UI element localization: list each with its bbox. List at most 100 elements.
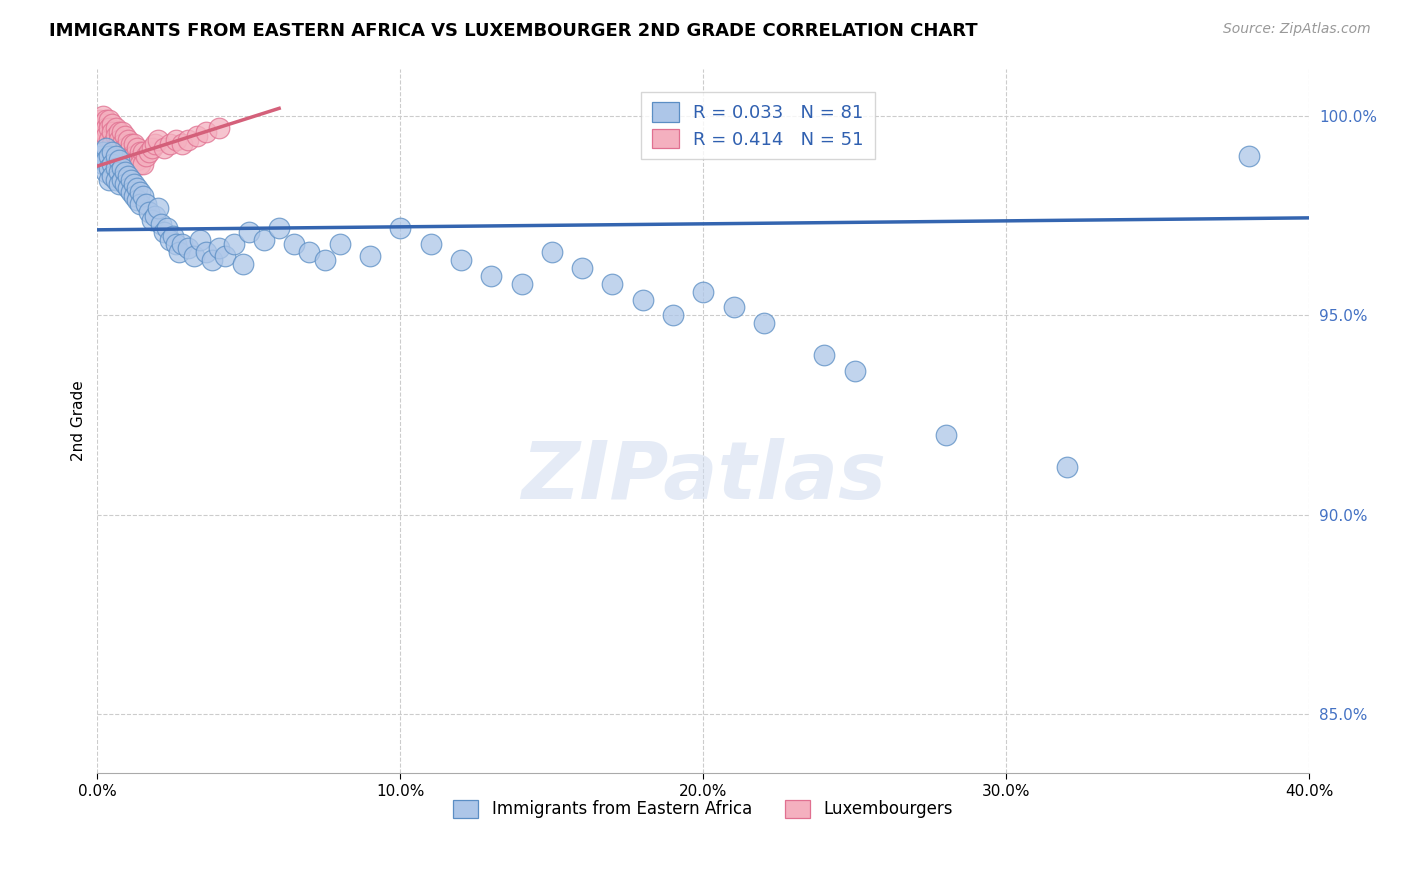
Point [723,301,745,315]
Y-axis label: 2nd Grade: 2nd Grade [72,381,86,461]
Point [138,145,160,160]
Point [101,137,124,152]
Point [359,249,381,263]
Text: Source: ZipAtlas.com: Source: ZipAtlas.com [1223,22,1371,37]
Point [207,241,229,255]
Point [104,141,127,155]
Point [128,197,150,211]
Point [93,109,115,123]
Point [120,185,142,199]
Point [253,233,276,247]
Point [101,117,124,131]
Point [98,133,121,147]
Point [153,141,176,155]
Point [107,133,129,147]
Point [98,173,121,187]
Point [752,317,775,331]
Point [146,133,169,147]
Text: ZIPatlas: ZIPatlas [520,438,886,516]
Point [98,113,121,128]
Point [110,125,132,139]
Point [101,125,124,139]
Point [110,137,132,152]
Point [114,141,136,155]
Point [117,169,139,183]
Point [207,121,229,136]
Point [172,137,194,152]
Point [135,197,157,211]
Point [128,185,150,199]
Point [96,121,118,136]
Point [122,137,145,152]
Point [101,169,124,183]
Point [107,153,129,168]
Point [479,268,502,283]
Point [104,129,127,144]
Point [96,141,118,155]
Point [692,285,714,299]
Point [631,293,654,307]
Point [110,173,132,187]
Point [93,157,115,171]
Point [190,233,212,247]
Point [122,177,145,191]
Point [104,161,127,175]
Point [117,181,139,195]
Point [143,209,166,223]
Point [172,236,194,251]
Point [117,133,139,147]
Point [1056,459,1078,474]
Point [222,236,245,251]
Point [162,228,184,243]
Point [114,177,136,191]
Point [935,428,957,442]
Point [165,236,187,251]
Point [101,157,124,171]
Point [146,201,169,215]
Point [114,165,136,179]
Point [159,137,181,152]
Point [114,129,136,144]
Legend: Immigrants from Eastern Africa, Luxembourgers: Immigrants from Eastern Africa, Luxembou… [447,793,960,825]
Point [104,149,127,163]
Point [177,133,200,147]
Point [283,236,305,251]
Point [98,121,121,136]
Point [540,244,562,259]
Point [96,165,118,179]
Point [165,133,187,147]
Point [96,153,118,168]
Point [122,189,145,203]
Point [214,249,236,263]
Point [132,145,155,160]
Point [132,189,155,203]
Point [89,121,111,136]
Point [813,348,835,362]
Point [120,149,142,163]
Text: IMMIGRANTS FROM EASTERN AFRICA VS LUXEMBOURGER 2ND GRADE CORRELATION CHART: IMMIGRANTS FROM EASTERN AFRICA VS LUXEMB… [49,22,977,40]
Point [125,153,148,168]
Point [128,145,150,160]
Point [314,252,336,267]
Point [110,149,132,163]
Point [93,145,115,160]
Point [389,220,412,235]
Point [269,220,291,235]
Point [120,137,142,152]
Point [571,260,593,275]
Point [107,145,129,160]
Point [232,257,254,271]
Point [167,244,190,259]
Point [662,309,685,323]
Point [149,217,172,231]
Point [844,364,866,378]
Point [141,212,163,227]
Point [186,129,208,144]
Point [104,121,127,136]
Point [195,244,218,259]
Point [177,241,200,255]
Point [120,173,142,187]
Point [89,149,111,163]
Point [153,225,176,239]
Point [138,205,160,219]
